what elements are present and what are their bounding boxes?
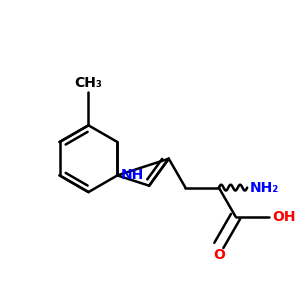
- Text: NH: NH: [120, 168, 143, 182]
- Text: CH₃: CH₃: [74, 76, 102, 91]
- Text: OH: OH: [272, 209, 295, 224]
- Text: O: O: [213, 248, 225, 262]
- Text: NH₂: NH₂: [250, 181, 279, 195]
